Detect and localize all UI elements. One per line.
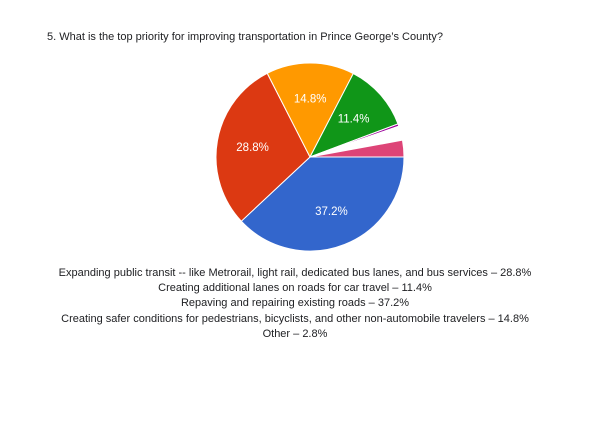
slice-label-repaving-and-repairing-existin: 37.2% [315, 206, 348, 218]
question-title: 5. What is the top priority for improvin… [47, 31, 443, 43]
pie-chart-svg: 37.2% 28.8% 14.8% 11.4% [215, 62, 405, 252]
legend-line-other: Other – 2.8% [262, 327, 328, 340]
legend-line-transit: Expanding public transit -- like Metrora… [58, 267, 532, 279]
pie-slice-repaving-and-repairing-existin [240, 156, 405, 252]
slice-label-expanding-public-transit-like-: 28.8% [236, 142, 269, 154]
legend-line-repaving: Repaving and repairing existing roads – … [180, 297, 410, 310]
pie-slice-expanding-public-transit-like- [215, 72, 311, 222]
pie-slice-creating-additional-lanes-on-r [308, 72, 399, 158]
pie-slice-creating-safer-conditions-for- [266, 62, 354, 159]
answer-legend: Expanding public transit -- like Metrora… [0, 266, 590, 342]
slice-label-creating-additional-lanes-on-r: 11.4% [338, 113, 370, 125]
pie-chart: 37.2% 28.8% 14.8% 11.4% [215, 62, 405, 252]
pie-slice-other [309, 139, 405, 158]
legend-line-pedestrians: Creating safer conditions for pedestrian… [61, 312, 529, 325]
legend-line-lanes: Creating additional lanes on roads for c… [158, 282, 432, 295]
slice-label-creating-safer-conditions-for-: 14.8% [294, 94, 327, 106]
